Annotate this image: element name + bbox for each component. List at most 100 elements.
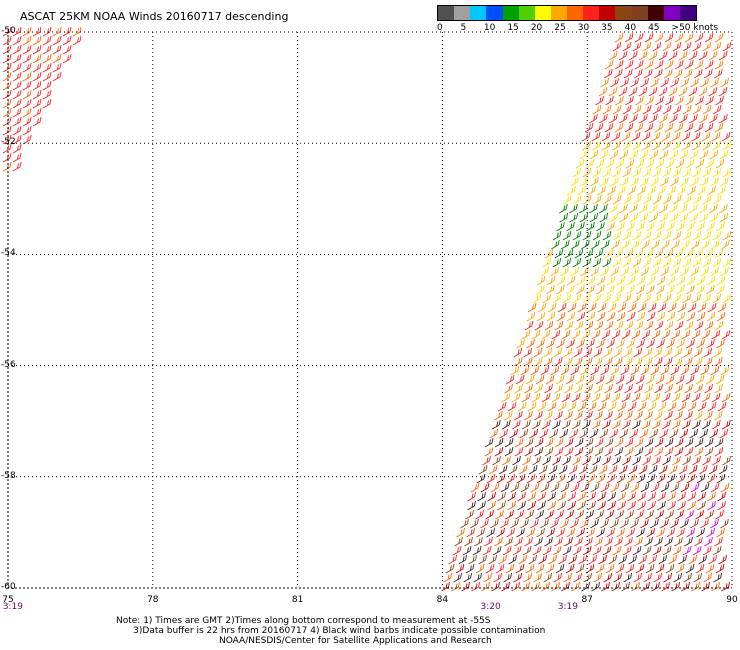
wind-barb <box>560 518 569 529</box>
wind-barb <box>572 455 581 466</box>
wind-barb <box>482 545 492 556</box>
wind-barb <box>471 581 480 592</box>
wind-barb <box>572 194 582 205</box>
wind-barb <box>506 473 516 484</box>
wind-barb <box>664 122 674 133</box>
wind-barb <box>624 536 633 547</box>
wind-barb <box>690 365 700 376</box>
wind-barb <box>72 26 82 37</box>
wind-barb <box>527 401 537 412</box>
wind-barb <box>501 392 511 403</box>
wind-barb <box>600 365 610 376</box>
wind-barb <box>636 221 645 232</box>
wind-barb <box>646 473 656 484</box>
wind-barb <box>511 419 521 430</box>
wind-barb <box>636 527 645 538</box>
wind-barb <box>630 77 639 88</box>
wind-barb <box>666 527 675 538</box>
wind-barb <box>556 284 565 295</box>
wind-barb <box>528 554 538 565</box>
wind-barb <box>547 302 557 313</box>
note-line-3: NOAA/NESDIS/Center for Satellite Applica… <box>116 636 492 646</box>
wind-barb <box>523 347 533 358</box>
wind-barb <box>695 374 705 385</box>
wind-barb <box>650 77 659 88</box>
wind-barb <box>656 311 666 322</box>
wind-barb <box>554 446 564 457</box>
wind-barb <box>662 257 672 268</box>
wind-barb <box>493 572 503 583</box>
wind-barb <box>610 77 619 88</box>
wind-barb <box>683 68 693 79</box>
wind-barb <box>619 149 629 160</box>
wind-barb <box>654 383 663 394</box>
wind-barb <box>646 275 656 286</box>
wind-barb <box>531 329 541 340</box>
wind-barb <box>702 41 712 52</box>
wind-barb <box>680 482 690 493</box>
latitude-label: -52 <box>1 137 16 148</box>
wind-barb <box>541 392 551 403</box>
wind-barb <box>637 401 647 412</box>
wind-barb <box>651 419 661 430</box>
wind-barb <box>552 230 562 241</box>
wind-barb <box>653 572 663 583</box>
wind-barb <box>639 212 649 223</box>
wind-barb <box>704 122 714 133</box>
wind-barb <box>587 185 596 196</box>
wind-barb <box>581 392 591 403</box>
wind-barb <box>686 338 695 349</box>
wind-barb <box>664 383 673 394</box>
wind-barb <box>643 356 653 367</box>
wind-barb <box>609 212 619 223</box>
wind-barb <box>541 329 551 340</box>
wind-barb <box>594 122 604 133</box>
wind-barb <box>576 527 585 538</box>
wind-barb <box>496 473 506 484</box>
wind-barb <box>467 491 476 502</box>
wind-barb <box>552 257 562 268</box>
wind-barb <box>512 455 521 466</box>
wind-barb <box>587 401 597 412</box>
wind-barb <box>670 77 679 88</box>
wind-barb <box>592 140 601 151</box>
wind-barb <box>636 338 645 349</box>
wind-barb <box>484 536 493 547</box>
wind-barb <box>575 509 584 520</box>
wind-barb <box>643 347 653 358</box>
wind-barb <box>654 248 664 259</box>
wind-barb <box>601 419 611 430</box>
wind-barb <box>621 581 630 592</box>
wind-barb <box>690 482 700 493</box>
wind-barb <box>677 500 686 511</box>
wind-barb <box>590 239 600 250</box>
wind-barb <box>601 131 611 142</box>
wind-barb <box>716 284 725 295</box>
wind-barb <box>682 455 691 466</box>
wind-barb <box>526 473 536 484</box>
wind-barb <box>647 302 657 313</box>
wind-barb <box>670 176 679 187</box>
wind-barb <box>480 518 489 529</box>
wind-barb <box>640 77 649 88</box>
wind-barb <box>625 95 634 106</box>
wind-barb <box>484 437 494 448</box>
wind-barb <box>659 113 668 124</box>
wind-barb <box>680 365 690 376</box>
wind-barb <box>586 221 595 232</box>
wind-barb <box>709 428 719 439</box>
wind-barb <box>32 89 42 100</box>
wind-barb <box>572 293 582 304</box>
wind-barb <box>616 284 625 295</box>
wind-barb <box>577 500 586 511</box>
wind-barb <box>602 455 611 466</box>
wind-barb <box>467 500 476 511</box>
wind-barb <box>586 527 595 538</box>
wind-barb <box>682 104 692 115</box>
wind-barb <box>622 167 632 178</box>
wind-barb <box>584 437 594 448</box>
pass-time-label: 3:19 <box>557 602 578 612</box>
wind-barb <box>640 239 650 250</box>
wind-barb <box>627 401 637 412</box>
wind-barb <box>583 356 593 367</box>
